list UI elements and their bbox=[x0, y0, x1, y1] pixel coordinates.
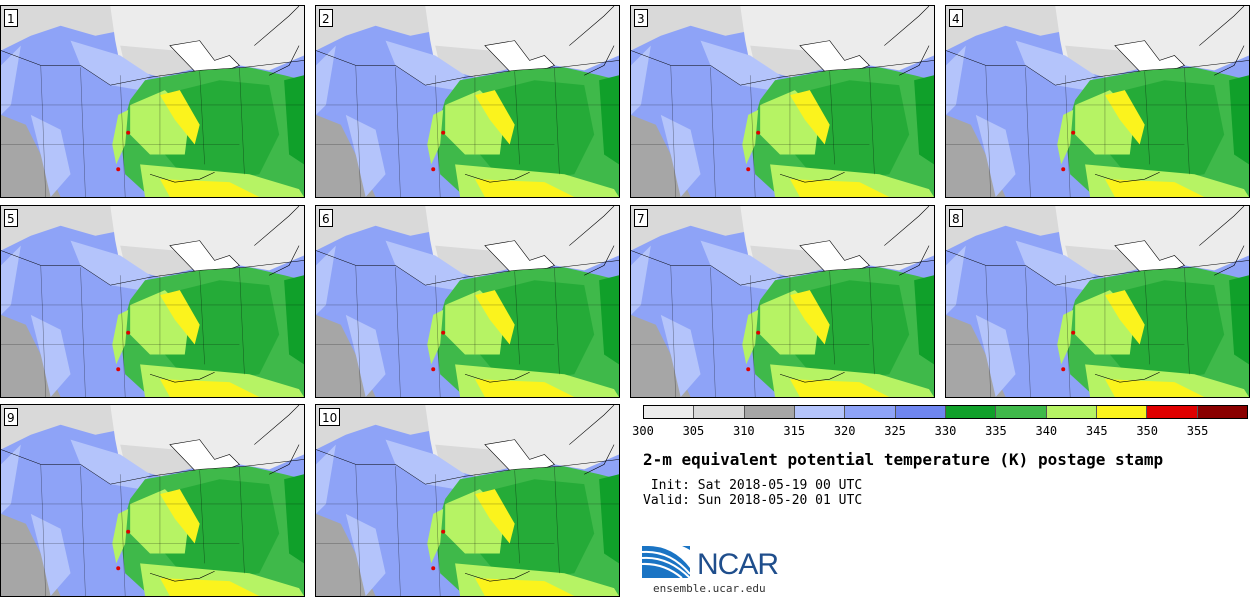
panel-number: 7 bbox=[634, 209, 648, 227]
panel-number: 6 bbox=[319, 209, 333, 227]
colorbar-swatch bbox=[845, 406, 896, 418]
logo-text: NCAR bbox=[697, 548, 779, 581]
map-field bbox=[316, 206, 619, 397]
time-info: Init: Sat 2018-05-19 00 UTC Valid: Sun 2… bbox=[643, 478, 862, 508]
colorbar-swatch bbox=[1197, 406, 1247, 418]
colorbar-tick-label: 325 bbox=[884, 424, 906, 438]
stamp-panel-3[interactable]: 3 bbox=[630, 5, 935, 198]
stamp-panel-6[interactable]: 6 bbox=[315, 205, 620, 398]
stamp-panel-8[interactable]: 8 bbox=[945, 205, 1250, 398]
colorbar-tick-label: 355 bbox=[1186, 424, 1209, 438]
panel-number: 8 bbox=[949, 209, 963, 227]
colorbar-swatch bbox=[644, 406, 695, 418]
panel-number: 10 bbox=[319, 408, 341, 426]
colorbar-swatch bbox=[895, 406, 946, 418]
colorbar-tick-label: 330 bbox=[934, 424, 957, 438]
map-field bbox=[1, 6, 304, 197]
panel-number: 1 bbox=[4, 9, 18, 27]
panel-number: 3 bbox=[634, 9, 648, 27]
colorbar-swatch bbox=[1046, 406, 1097, 418]
colorbar-swatch bbox=[694, 406, 745, 418]
panel-number: 5 bbox=[4, 209, 18, 227]
colorbar-tick-label: 350 bbox=[1136, 424, 1158, 438]
stamp-panel-9[interactable]: 9 bbox=[0, 404, 305, 597]
colorbar-tick-label: 315 bbox=[783, 424, 806, 438]
colorbar-swatch bbox=[996, 406, 1047, 418]
ncar-logo-icon bbox=[642, 541, 691, 579]
panel-number: 2 bbox=[319, 9, 333, 27]
site-url: ensemble.ucar.edu bbox=[653, 582, 766, 595]
map-field bbox=[631, 206, 934, 397]
colorbar-tick-label: 345 bbox=[1085, 424, 1108, 438]
stamp-panel-1[interactable]: 1 bbox=[0, 5, 305, 198]
colorbar-swatch bbox=[1147, 406, 1198, 418]
colorbar-tick-label: 310 bbox=[732, 424, 755, 438]
stamp-panel-7[interactable]: 7 bbox=[630, 205, 935, 398]
colorbar-tick-label: 335 bbox=[985, 424, 1007, 438]
chart-title: 2-m equivalent potential temperature (K)… bbox=[643, 450, 1164, 469]
panel-number: 9 bbox=[4, 408, 18, 426]
stamp-panel-10[interactable]: 10 bbox=[315, 404, 620, 597]
colorbar-tick-label: 305 bbox=[682, 424, 705, 438]
map-field bbox=[946, 6, 1249, 197]
map-field bbox=[946, 206, 1249, 397]
map-field bbox=[631, 6, 934, 197]
colorbar-tick-label: 340 bbox=[1035, 424, 1058, 438]
map-field bbox=[316, 6, 619, 197]
colorbar-swatch bbox=[1096, 406, 1148, 418]
colorbar-tick-label: 320 bbox=[833, 424, 856, 438]
init-time: Init: Sat 2018-05-19 00 UTC bbox=[643, 478, 863, 493]
colorbar-swatch bbox=[794, 406, 846, 418]
map-field bbox=[316, 405, 619, 596]
colorbar-swatch bbox=[945, 406, 997, 418]
map-field bbox=[1, 405, 304, 596]
stamp-panel-5[interactable]: 5 bbox=[0, 205, 305, 398]
colorbar-tick-label: 300 bbox=[632, 424, 654, 438]
map-field bbox=[1, 206, 304, 397]
valid-time: Valid: Sun 2018-05-20 01 UTC bbox=[643, 493, 863, 508]
colorbar bbox=[643, 405, 1248, 419]
colorbar-swatch bbox=[744, 406, 795, 418]
stamp-panel-4[interactable]: 4 bbox=[945, 5, 1250, 198]
panel-number: 4 bbox=[949, 9, 963, 27]
stamp-panel-2[interactable]: 2 bbox=[315, 5, 620, 198]
